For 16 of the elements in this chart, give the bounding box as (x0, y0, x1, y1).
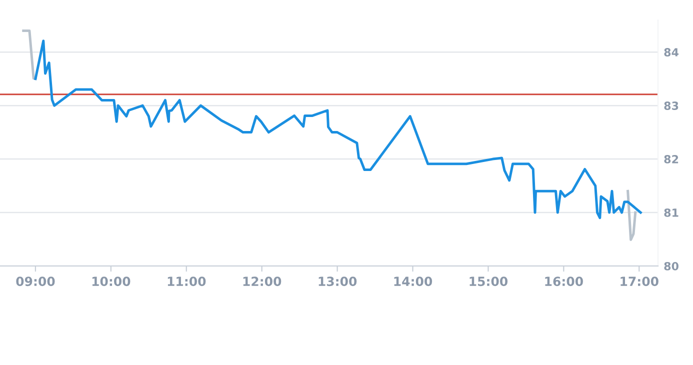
y-tick-label: 83 (664, 102, 678, 110)
x-tick-label: 10:00 (92, 276, 130, 286)
y-tick-label: 80 (664, 262, 678, 270)
x-tick-label: 16:00 (545, 276, 583, 286)
y-tick-label: 82 (664, 155, 678, 164)
y-tick-label: 81 (664, 208, 678, 217)
x-tick-label: 17:00 (620, 276, 658, 286)
x-tick-label: 14:00 (394, 276, 432, 286)
x-tick-label: 11:00 (168, 276, 206, 286)
line-series (34, 40, 642, 220)
line-series (626, 190, 637, 242)
x-tick-label: 15:00 (470, 276, 508, 286)
y-tick-label: 84 (664, 48, 679, 56)
x-tick-label: 13:00 (318, 276, 357, 286)
x-tick-label: 09:00 (16, 276, 55, 286)
x-tick-label: 12:00 (243, 276, 282, 286)
